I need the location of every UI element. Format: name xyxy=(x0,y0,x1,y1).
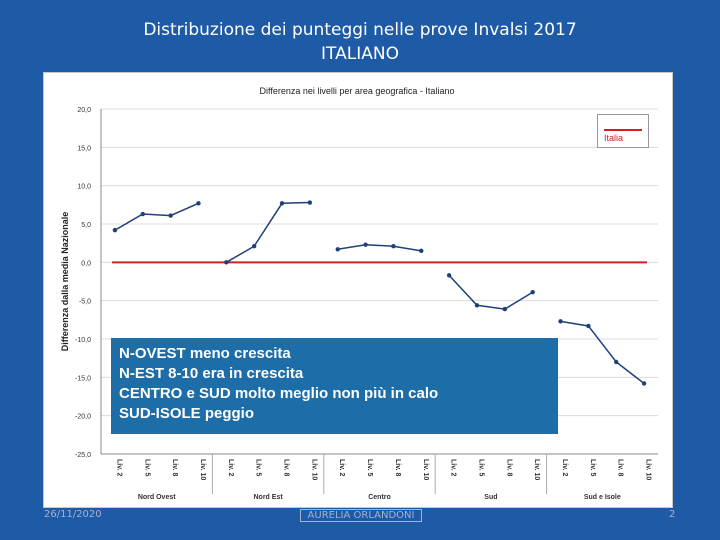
x-tick-label: Liv. 8 xyxy=(283,459,290,476)
line-chart: Differenza nei livelli per area geografi… xyxy=(60,86,658,501)
data-point xyxy=(391,244,396,249)
series-line-nord-ovest xyxy=(114,202,199,231)
y-tick-label: -25,0 xyxy=(75,452,91,459)
slide-title-line-2: ITALIANO xyxy=(321,44,399,64)
x-tick-label: Liv. 8 xyxy=(171,459,178,476)
y-tick-label: 20,0 xyxy=(77,107,91,114)
data-point xyxy=(196,201,201,206)
commentary-box: N-OVEST meno crescita N-EST 8-10 era in … xyxy=(111,338,558,434)
chart-legend: Italia xyxy=(597,114,649,148)
x-tick-label: Liv. 5 xyxy=(255,459,262,476)
x-tick-label: Liv. 2 xyxy=(450,459,457,476)
series-line-nord-est xyxy=(225,201,310,263)
x-tick-label: Liv. 2 xyxy=(227,459,234,476)
commentary-line-2: N-EST 8-10 era in crescita xyxy=(119,365,304,382)
data-point xyxy=(614,359,619,365)
x-tick-label: Liv. 5 xyxy=(589,459,596,476)
x-tick-label: Liv. 10 xyxy=(199,459,206,480)
data-point xyxy=(474,303,480,308)
data-point xyxy=(168,213,173,218)
data-point xyxy=(419,248,424,254)
x-tick-label: Liv. 10 xyxy=(645,459,652,480)
data-point xyxy=(502,306,508,312)
data-point xyxy=(446,273,452,278)
x-tick-label: Liv. 10 xyxy=(422,459,429,480)
legend-swatch-italia xyxy=(604,129,642,131)
data-point xyxy=(112,227,118,233)
x-tick-label: Liv. 5 xyxy=(366,459,373,476)
y-tick-label: 15,0 xyxy=(77,145,91,152)
y-tick-label: -15,0 xyxy=(75,375,91,382)
data-point xyxy=(530,290,535,295)
x-tick-label: Liv. 8 xyxy=(394,459,401,476)
data-point xyxy=(251,244,257,249)
y-tick-label: 10,0 xyxy=(77,184,91,191)
data-point xyxy=(307,200,313,205)
y-axis-label: Differenza dalla media Nazionale xyxy=(60,212,70,352)
series-line-sud-e-isole xyxy=(560,320,645,385)
slide-title-line-1: Distribuzione dei punteggi nelle prove I… xyxy=(143,20,577,40)
data-point xyxy=(279,201,285,206)
group-label: Sud e Isole xyxy=(584,494,621,501)
chart-panel: Differenza nei livelli per area geografi… xyxy=(43,72,673,508)
data-point xyxy=(335,247,340,252)
x-tick-label: Liv. 10 xyxy=(533,459,540,480)
x-tick-label: Liv. 2 xyxy=(115,459,122,476)
y-tick-label: -5,0 xyxy=(79,299,91,306)
y-tick-label: -20,0 xyxy=(75,414,91,421)
x-tick-label: Liv. 5 xyxy=(477,459,484,476)
data-point xyxy=(224,260,229,265)
commentary-line-4: SUD-ISOLE peggio xyxy=(119,405,254,422)
x-tick-label: Liv. 2 xyxy=(561,459,568,476)
commentary-line-3: CENTRO e SUD molto meglio non più in cal… xyxy=(119,385,439,402)
group-label: Nord Est xyxy=(254,494,284,501)
group-label: Centro xyxy=(368,494,391,501)
data-point xyxy=(558,319,563,324)
y-tick-label: 5,0 xyxy=(81,222,91,229)
series-line-sud xyxy=(448,274,534,310)
slide-title: Distribuzione dei punteggi nelle prove I… xyxy=(0,18,720,66)
footer-author: AURELIA ORLANDONI xyxy=(300,509,422,522)
x-tick-label: Liv. 5 xyxy=(143,459,150,476)
legend-label-italia: Italia xyxy=(604,133,624,143)
data-point xyxy=(641,381,647,386)
x-tick-label: Liv. 8 xyxy=(617,459,624,476)
data-point xyxy=(363,242,368,247)
y-tick-label: 0,0 xyxy=(81,260,91,267)
group-label: Nord Ovest xyxy=(138,494,176,501)
footer-page-number: 2 xyxy=(669,509,676,520)
footer-date: 26/11/2020 xyxy=(44,509,102,520)
series-line-centro xyxy=(337,243,422,252)
data-point xyxy=(140,211,145,217)
group-label: Sud xyxy=(484,494,497,501)
y-tick-label: -10,0 xyxy=(75,337,91,344)
x-tick-label: Liv. 8 xyxy=(505,459,512,476)
chart-title: Differenza nei livelli per area geografi… xyxy=(260,86,455,96)
commentary-line-1: N-OVEST meno crescita xyxy=(119,345,291,362)
data-point xyxy=(586,323,591,329)
x-tick-label: Liv. 10 xyxy=(310,459,317,480)
x-tick-label: Liv. 2 xyxy=(338,459,345,476)
